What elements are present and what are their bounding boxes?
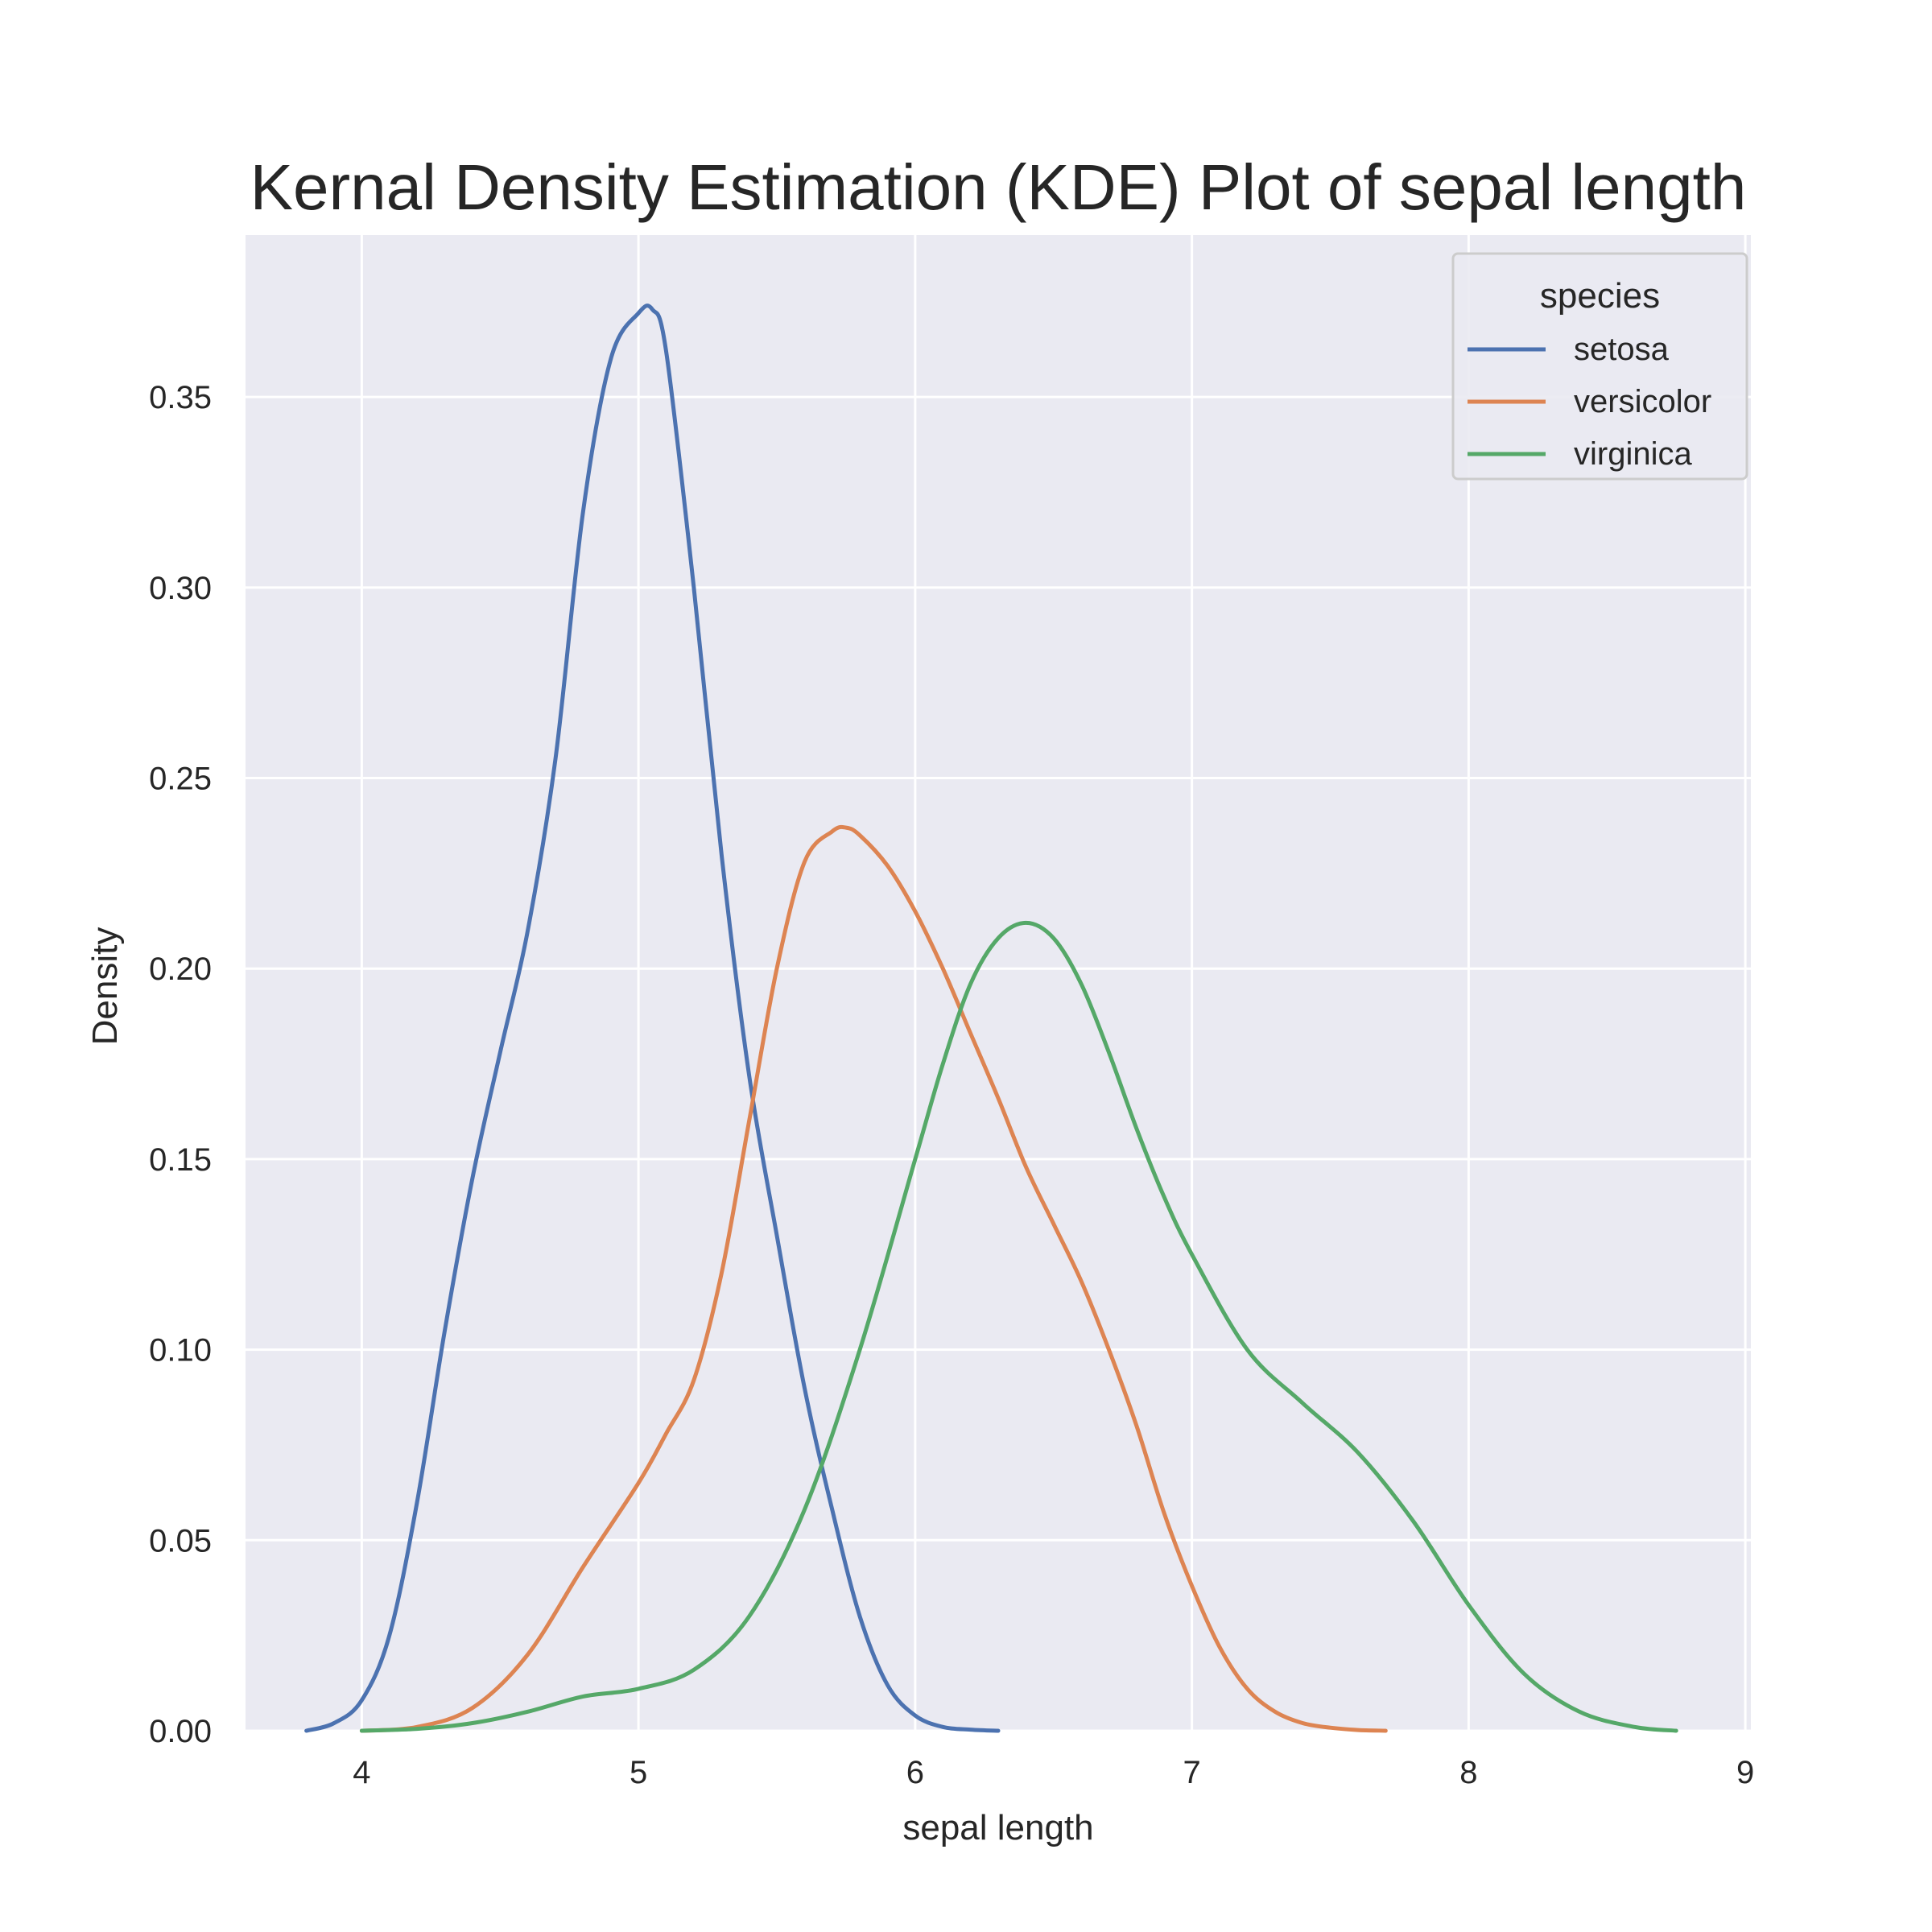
series-lines: [304, 303, 1678, 1733]
y-tick-label: 0.15: [149, 1142, 212, 1178]
series-line-virginica: [359, 920, 1678, 1733]
y-tick-label: 0.30: [149, 571, 212, 606]
chart-title: Kernal Density Estimation (KDE) Plot of …: [250, 151, 1747, 223]
y-tick-label: 0.25: [149, 762, 212, 797]
x-axis-ticks: 4 5 6 7 8 9: [353, 1755, 1754, 1790]
x-tick-label: 5: [630, 1755, 647, 1790]
legend-box: [1451, 252, 1748, 481]
y-axis-ticks: 0.00 0.05 0.10 0.15 0.20 0.25 0.30 0.35: [149, 380, 212, 1749]
y-tick-label: 0.00: [149, 1714, 212, 1749]
series-line-versicolor: [359, 824, 1388, 1733]
legend-label-virginica: virginica: [1574, 436, 1692, 472]
x-tick-label: 6: [906, 1755, 924, 1790]
y-axis-label: Density: [85, 927, 125, 1046]
legend-label-versicolor: versicolor: [1574, 384, 1711, 419]
series-line-setosa: [304, 303, 1001, 1733]
x-tick-label: 4: [353, 1755, 370, 1790]
x-tick-label: 8: [1459, 1755, 1477, 1790]
x-axis-label: sepal length: [902, 1808, 1093, 1847]
x-tick-label: 9: [1736, 1755, 1754, 1790]
x-tick-label: 7: [1183, 1755, 1201, 1790]
grid-lines: [246, 235, 1751, 1732]
legend-title: species: [1540, 276, 1660, 316]
y-tick-label: 0.05: [149, 1523, 212, 1558]
y-tick-label: 0.20: [149, 952, 212, 987]
plot-area: [246, 235, 1751, 1731]
legend: species setosa versicolor virginica: [1451, 252, 1748, 481]
y-tick-label: 0.35: [149, 380, 212, 415]
legend-label-setosa: setosa: [1574, 332, 1670, 367]
y-tick-label: 0.10: [149, 1333, 212, 1368]
